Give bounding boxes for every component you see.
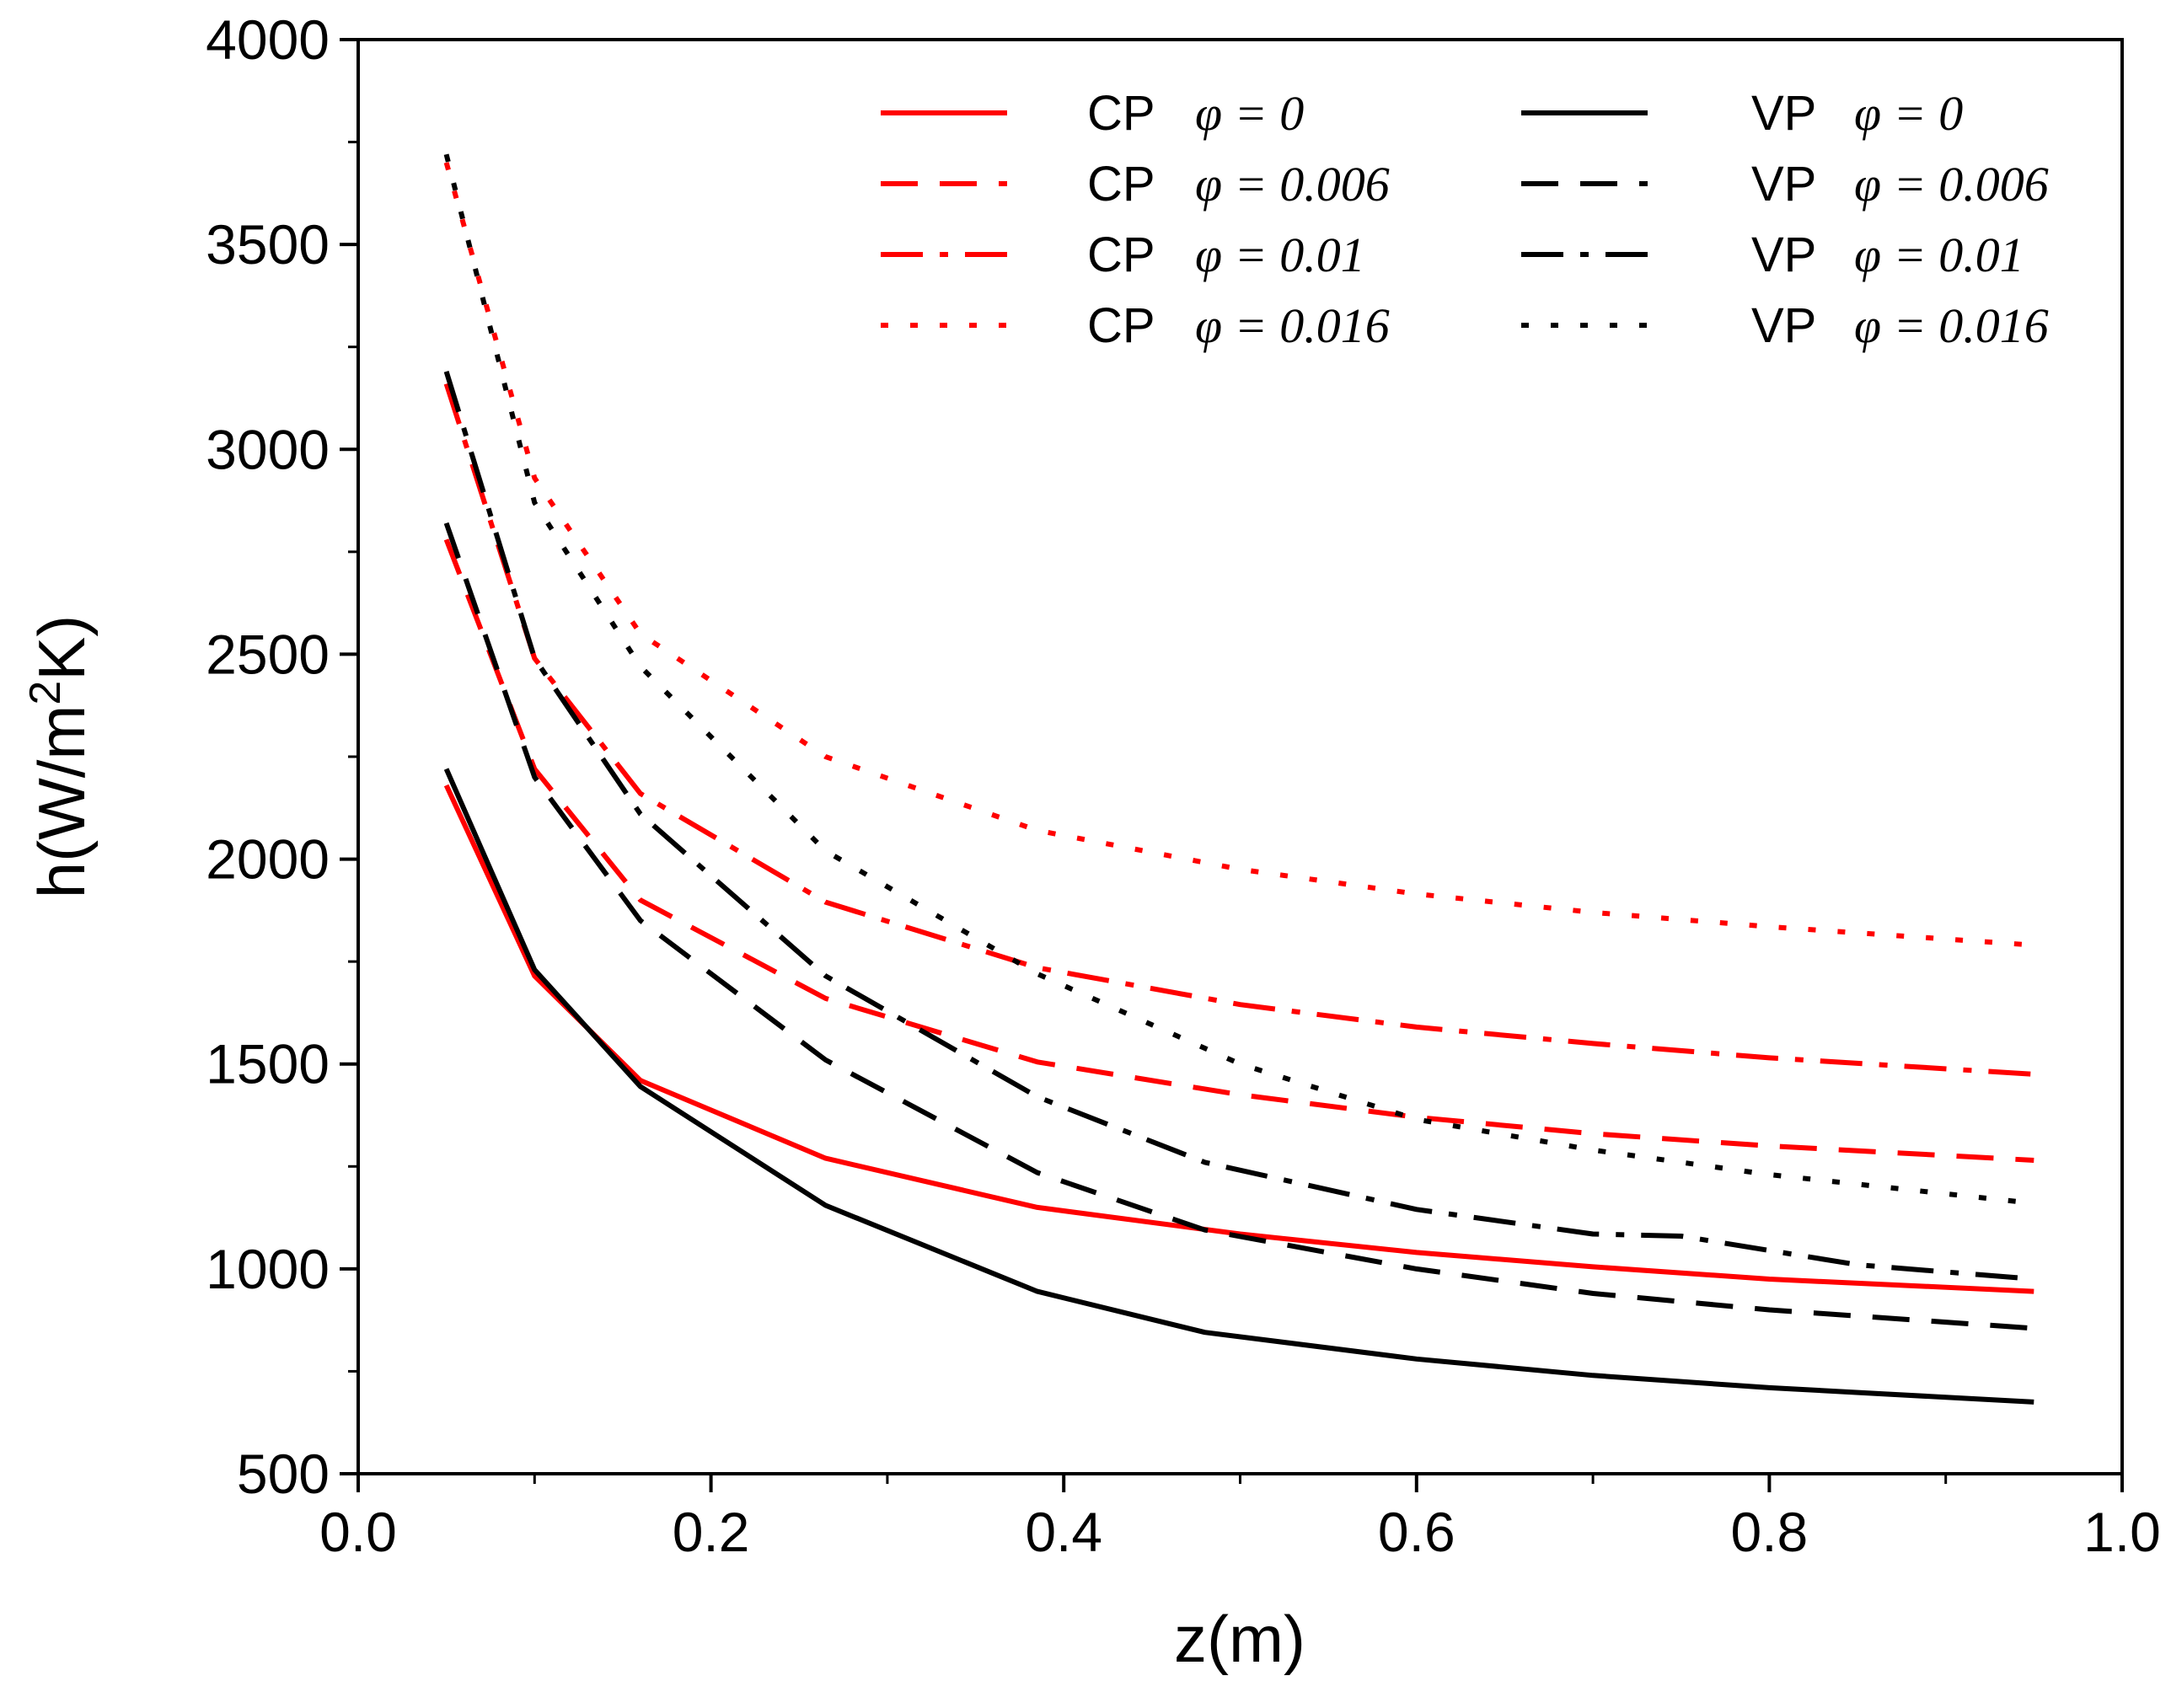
legend-label-prefix: VP <box>1751 157 1816 211</box>
legend-label-prefix: VP <box>1751 86 1816 141</box>
y-tick-label: 3500 <box>206 213 330 276</box>
x-axis-label: z(m) <box>1174 1602 1305 1676</box>
legend-label-prefix: CP <box>1087 298 1155 353</box>
y-axis-ticks: 500 1000 1500 2000 2500 3000 3500 4000 <box>206 8 358 1505</box>
legend-label-phi: φ = 0 <box>1195 86 1304 141</box>
x-tick-label: 0.2 <box>673 1501 750 1563</box>
y-tick-label: 500 <box>237 1443 330 1505</box>
y-tick-label: 1500 <box>206 1033 330 1095</box>
legend-label-phi: φ = 0.01 <box>1854 228 2024 282</box>
legend-label-prefix: CP <box>1087 228 1155 282</box>
legend-label-phi: φ = 0 <box>1854 86 1963 141</box>
x-tick-label: 0.8 <box>1731 1501 1809 1563</box>
series-line-vp-4 <box>443 768 2034 1405</box>
x-tick-label: 0.6 <box>1378 1501 1455 1563</box>
legend-label-phi: φ = 0.01 <box>1195 228 1365 282</box>
y-tick-label: 2000 <box>206 828 330 891</box>
x-tick-label: 0.0 <box>319 1501 397 1563</box>
legend-label-phi: φ = 0.006 <box>1195 157 1390 211</box>
y-tick-label: 2500 <box>206 623 330 685</box>
series-line-cp-2 <box>443 383 2034 1077</box>
y-tick-label: 1000 <box>206 1238 330 1300</box>
x-tick-label: 0.4 <box>1025 1501 1102 1563</box>
legend-label-phi: φ = 0.006 <box>1854 157 2049 211</box>
series-line-cp-1 <box>443 538 2034 1163</box>
x-axis-ticks: 0.0 0.2 0.4 0.6 0.8 1.0 <box>319 1474 2161 1563</box>
y-tick-label: 3000 <box>206 418 330 480</box>
x-tick-label: 1.0 <box>2083 1501 2161 1563</box>
legend: CP φ = 0 CP φ = 0.006 CP φ = 0.01 CP φ = 0.016 V… <box>881 86 2049 353</box>
series-line-vp-5 <box>443 522 2034 1331</box>
y-axis-label: h(W/m2K) <box>21 615 99 899</box>
series-lines <box>443 153 2034 1405</box>
plot-area: 0.0 0.2 0.4 0.6 0.8 1.0 500 1000 1500 2000 2500 30… <box>206 8 2161 1563</box>
series-line-cp-0 <box>443 784 2034 1294</box>
legend-label-prefix: VP <box>1751 298 1816 353</box>
legend-label-phi: φ = 0.016 <box>1195 298 1390 353</box>
y-tick-label: 4000 <box>206 8 330 71</box>
series-line-cp-3 <box>443 162 2034 948</box>
legend-label-prefix: VP <box>1751 228 1816 282</box>
legend-label-phi: φ = 0.016 <box>1854 298 2049 353</box>
legend-label-prefix: CP <box>1087 86 1155 141</box>
legend-label-prefix: CP <box>1087 157 1155 211</box>
series-line-vp-6 <box>443 371 2034 1282</box>
